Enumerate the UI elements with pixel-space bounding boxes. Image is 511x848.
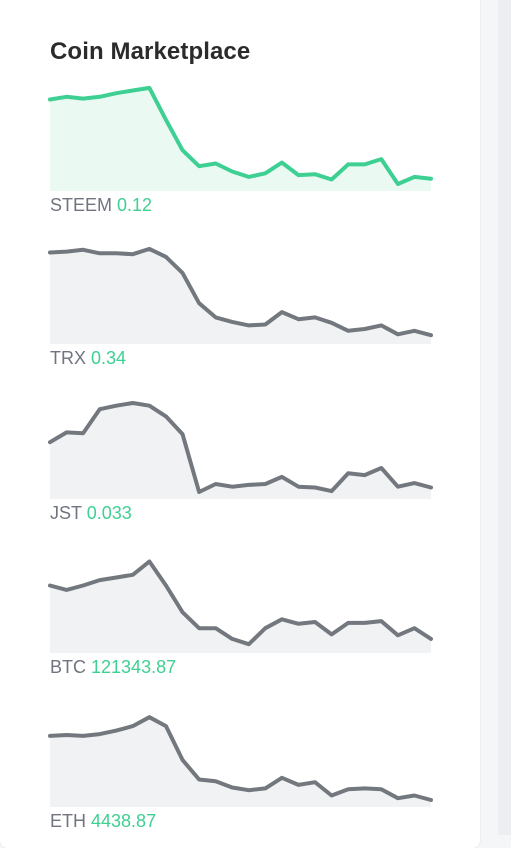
eth-sparkline — [48, 715, 433, 807]
coin-price: 0.12 — [117, 195, 153, 215]
sparkline-area — [50, 87, 431, 191]
coin-price: 0.033 — [86, 503, 132, 523]
panel-title: Coin Marketplace — [50, 38, 251, 65]
coin-item-steem[interactable]: STEEM 0.12 — [48, 85, 433, 215]
sparkline-line — [48, 85, 433, 186]
jst-sparkline — [48, 401, 433, 499]
sparkline-line — [48, 559, 433, 647]
btc-sparkline — [48, 559, 433, 653]
coin-price: 121343.87 — [91, 657, 177, 677]
coin-item-btc[interactable]: BTC 121343.87 — [48, 553, 433, 677]
sparkline-area — [50, 403, 431, 499]
coin-label: ETH 4438.87 — [50, 811, 156, 831]
coin-symbol: BTC — [50, 657, 86, 677]
coin-label: JST 0.033 — [50, 503, 132, 523]
coin-label: TRX 0.34 — [50, 348, 126, 368]
sparkline-line — [48, 246, 433, 338]
steem-sparkline — [48, 85, 433, 191]
coin-price: 4438.87 — [91, 811, 157, 831]
coin-item-eth[interactable]: ETH 4438.87 — [48, 707, 433, 831]
sparkline-line — [48, 401, 433, 494]
coin-symbol: STEEM — [50, 195, 113, 215]
coin-price: 0.34 — [91, 348, 127, 368]
sparkline-area — [50, 717, 431, 807]
coin-label: BTC 121343.87 — [50, 657, 176, 677]
coin-item-jst[interactable]: JST 0.033 — [48, 399, 433, 523]
sparkline-area — [50, 561, 431, 653]
trx-sparkline — [48, 246, 433, 344]
coin-item-trx[interactable]: TRX 0.34 — [48, 244, 433, 368]
coin-symbol: JST — [50, 503, 82, 523]
panel-divider — [498, 0, 511, 835]
coin-label: STEEM 0.12 — [50, 195, 152, 215]
coin-symbol: TRX — [50, 348, 86, 368]
sparkline-line — [48, 715, 433, 802]
sparkline-area — [50, 248, 431, 344]
coin-symbol: ETH — [50, 811, 86, 831]
